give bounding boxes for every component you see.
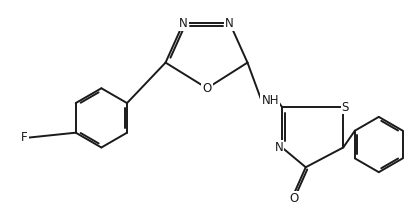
Text: F: F	[21, 131, 28, 144]
Text: S: S	[342, 100, 349, 113]
Text: O: O	[289, 192, 299, 205]
Text: N: N	[179, 17, 188, 30]
Text: O: O	[203, 82, 212, 95]
Text: N: N	[275, 141, 283, 154]
Text: NH: NH	[261, 94, 279, 107]
Text: N: N	[225, 17, 234, 30]
